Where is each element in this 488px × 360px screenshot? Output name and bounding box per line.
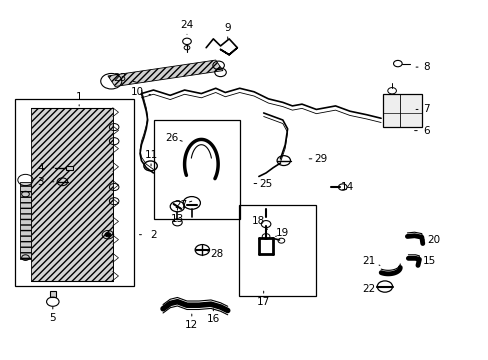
Circle shape <box>105 233 111 237</box>
Text: 19: 19 <box>276 228 289 238</box>
Text: 14: 14 <box>340 182 353 192</box>
Text: 16: 16 <box>206 314 220 324</box>
Text: 23: 23 <box>113 73 126 83</box>
Text: 7: 7 <box>423 104 429 114</box>
Text: 27: 27 <box>174 200 187 210</box>
Text: 29: 29 <box>314 154 327 164</box>
Bar <box>66 166 73 170</box>
Bar <box>154 120 239 219</box>
Bar <box>383 94 421 127</box>
Text: 1: 1 <box>76 92 82 102</box>
Text: 8: 8 <box>423 62 429 72</box>
Text: 6: 6 <box>423 126 429 136</box>
Text: 2: 2 <box>150 230 157 240</box>
Text: 26: 26 <box>164 133 178 143</box>
Bar <box>20 182 31 259</box>
Text: 24: 24 <box>180 20 193 30</box>
Text: 12: 12 <box>185 320 198 330</box>
Bar <box>16 99 134 286</box>
Text: 28: 28 <box>210 249 224 259</box>
Text: 4: 4 <box>38 163 44 173</box>
Text: 22: 22 <box>362 284 375 294</box>
Text: 18: 18 <box>252 216 265 226</box>
Text: 5: 5 <box>49 312 56 323</box>
Text: 15: 15 <box>422 256 435 266</box>
Text: 9: 9 <box>224 23 230 33</box>
Text: 20: 20 <box>427 235 440 245</box>
Text: 10: 10 <box>131 87 144 97</box>
Text: 11: 11 <box>144 150 157 160</box>
Text: 25: 25 <box>259 179 272 189</box>
Text: 17: 17 <box>257 297 270 307</box>
Text: 21: 21 <box>362 256 375 266</box>
Text: 3: 3 <box>38 177 44 187</box>
Bar <box>238 205 316 296</box>
Bar <box>50 291 56 297</box>
Bar <box>31 108 112 280</box>
Text: 13: 13 <box>170 214 183 224</box>
Polygon shape <box>108 60 223 86</box>
